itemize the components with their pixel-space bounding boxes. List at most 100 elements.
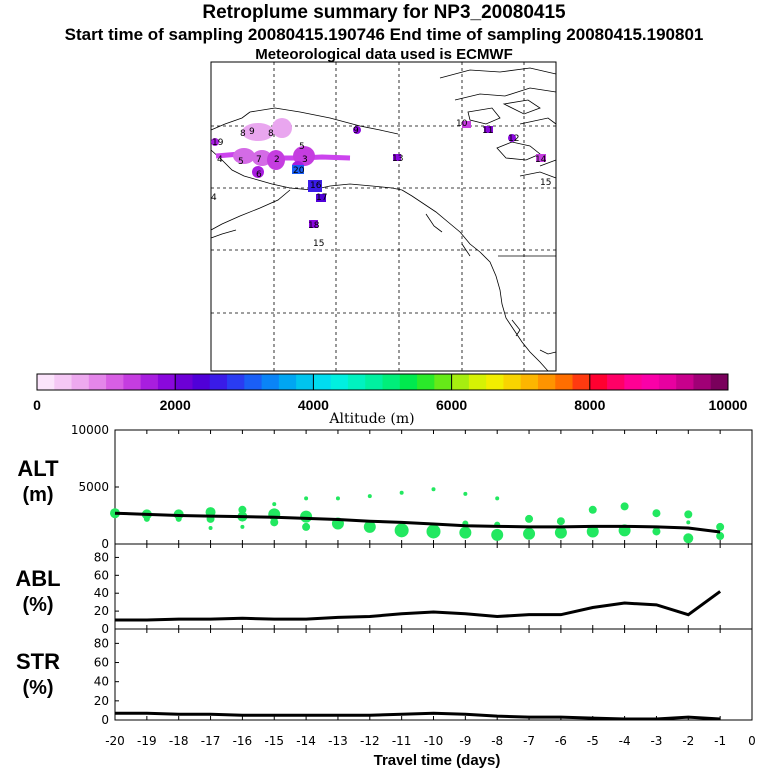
map-day-label: 8 xyxy=(268,129,274,139)
plume-dot xyxy=(652,509,661,518)
colorbar-tick-label: 4000 xyxy=(298,397,329,413)
colorbar-swatch xyxy=(244,374,263,390)
colorbar-swatch xyxy=(37,374,55,390)
abl-label: ABL xyxy=(15,566,60,591)
alt-y-tick-label: 0 xyxy=(101,537,109,551)
map-day-label: 14 xyxy=(535,155,547,165)
colorbar-swatch xyxy=(399,374,418,390)
colorbar-tick-label: 10000 xyxy=(709,397,748,413)
plume-dot xyxy=(556,517,565,526)
map-day-label: 4 xyxy=(211,193,217,203)
str-y-tick-label: 80 xyxy=(94,636,109,650)
colorbar-swatch xyxy=(278,374,297,390)
page-title: Retroplume summary for NP3_20080415 xyxy=(202,2,566,23)
colorbar-swatch xyxy=(537,374,556,390)
x-tick-label: -13 xyxy=(328,734,348,748)
colorbar-swatch xyxy=(175,374,193,390)
alt-panel: ALT (m) 10000 5000 0 xyxy=(17,423,753,551)
colorbar-swatch xyxy=(313,374,332,390)
colorbar-swatch xyxy=(434,374,453,390)
colorbar-swatch xyxy=(330,374,349,390)
map-day-label: 19 xyxy=(212,138,224,148)
colorbar-swatch xyxy=(607,374,625,390)
plume-dot xyxy=(523,527,536,540)
x-tick-label: -12 xyxy=(360,734,380,748)
x-tick-label: -2 xyxy=(682,734,694,748)
trajectory-map: 9 8 8 5 3 4 5 7 2 20 6 9 10 11 12 13 14 … xyxy=(210,61,557,372)
plume-dot xyxy=(684,510,693,519)
plume-dot xyxy=(459,526,472,539)
plume-dot xyxy=(716,522,725,531)
map-day-label: 7 xyxy=(256,155,262,165)
colorbar-swatch xyxy=(503,374,522,390)
plume-dot xyxy=(335,496,340,501)
colorbar-swatch xyxy=(71,374,90,390)
colorbar-swatch xyxy=(209,374,228,390)
colorbar-swatch xyxy=(624,374,643,390)
map-day-label: 12 xyxy=(508,134,519,144)
plume-dot xyxy=(272,502,277,507)
map-day-label: 9 xyxy=(249,127,255,137)
colorbar-swatch xyxy=(589,374,608,390)
map-day-label: 15 xyxy=(313,239,324,249)
x-tick-label: -17 xyxy=(201,734,221,748)
map-day-label: 9 xyxy=(353,126,359,136)
colorbar-swatch xyxy=(710,374,729,390)
colorbar-swatch xyxy=(123,374,142,390)
x-tick-label: -5 xyxy=(587,734,599,748)
plume-dot xyxy=(363,520,376,533)
x-tick-label: -1 xyxy=(714,734,726,748)
plume-dot xyxy=(143,515,150,522)
x-tick-label: -14 xyxy=(296,734,316,748)
colorbar-swatch xyxy=(192,374,211,390)
plume-dot xyxy=(652,527,661,536)
x-tick-label: -3 xyxy=(650,734,662,748)
x-tick-label: -16 xyxy=(233,734,253,748)
colorbar-swatch xyxy=(468,374,487,390)
map-day-label: 13 xyxy=(392,154,403,164)
plume-dot xyxy=(238,505,247,514)
x-tick-label: -15 xyxy=(264,734,284,748)
map-day-label: 4 xyxy=(217,155,223,165)
map-day-label: 16 xyxy=(310,181,322,191)
map-day-label: 10 xyxy=(456,119,468,129)
plume-dot xyxy=(367,494,372,499)
plume-footprint xyxy=(211,118,546,228)
str-panel: STR (%) 80 60 40 20 0 xyxy=(16,628,753,727)
colorbar-swatch xyxy=(106,374,124,390)
colorbar-swatch xyxy=(227,374,245,390)
colorbar-swatch xyxy=(676,374,694,390)
x-tick-label: -11 xyxy=(392,734,412,748)
alt-y-tick-label: 5000 xyxy=(78,480,109,494)
colorbar-tick-label: 6000 xyxy=(436,397,467,413)
plume-dot xyxy=(554,526,567,539)
colorbar-label: Altitude (m) xyxy=(328,411,414,427)
colorbar-swatch xyxy=(641,374,660,390)
map-day-label: 11 xyxy=(482,126,493,136)
colorbar-swatch xyxy=(157,374,176,390)
plume-dot xyxy=(300,510,313,523)
str-unit: (%) xyxy=(22,677,53,699)
abl-y-tick-label: 0 xyxy=(101,622,109,636)
colorbar-tick-label: 8000 xyxy=(574,397,605,413)
colorbar-swatch xyxy=(296,374,314,390)
x-tick-label: -6 xyxy=(555,734,567,748)
str-line xyxy=(115,711,721,721)
map-day-label: 6 xyxy=(256,170,262,180)
colorbar-swatch xyxy=(555,374,574,390)
colorbar-tick-label: 0 xyxy=(33,397,41,413)
colorbar-swatch xyxy=(451,374,470,390)
abl-y-tick-label: 20 xyxy=(94,604,109,618)
str-label: STR xyxy=(16,649,60,674)
x-tick-label: -20 xyxy=(105,734,125,748)
x-tick-label: 0 xyxy=(748,734,756,748)
plume-dot xyxy=(426,524,441,539)
map-day-label: 2 xyxy=(274,155,280,165)
x-tick-label: -19 xyxy=(137,734,157,748)
plume-dot xyxy=(683,533,694,544)
abl-y-tick-label: 40 xyxy=(94,586,109,600)
x-axis-label: Travel time (days) xyxy=(374,752,501,768)
plume-dot xyxy=(175,515,182,522)
str-y-tick-label: 20 xyxy=(94,694,109,708)
